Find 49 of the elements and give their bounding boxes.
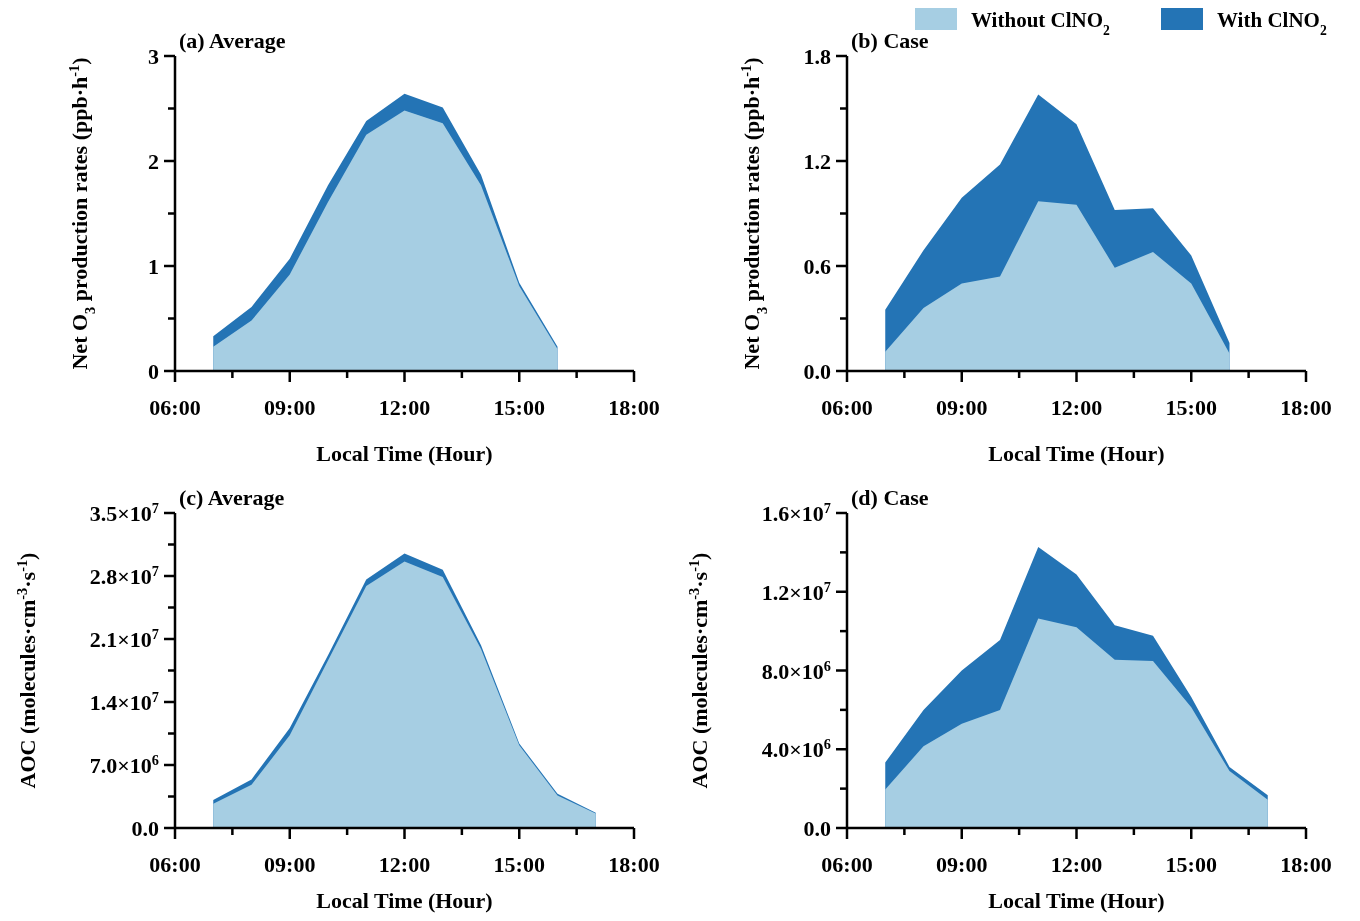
y-tick-label: 4.0×10$^{6}$ — [761, 736, 831, 763]
y-tick-label: 1.2 — [803, 149, 831, 174]
y-tick-label: 3 — [148, 44, 159, 69]
x-tick-label: 15:00 — [493, 852, 545, 877]
y-tick-label: 0.6 — [803, 254, 831, 279]
x-tick-label: 06:00 — [821, 395, 873, 420]
chart-title: (b) Case — [851, 28, 929, 53]
chart-title: (c) Average — [179, 485, 285, 510]
legend-label: Without ClNO$_{2}$ — [971, 8, 1111, 38]
y-tick-label: 1.6×10$^{7}$ — [761, 500, 831, 526]
x-axis-title: Local Time (Hour) — [316, 441, 493, 466]
x-tick-label: 18:00 — [1280, 395, 1332, 420]
x-tick-label: 18:00 — [1280, 852, 1332, 877]
x-tick-label: 06:00 — [149, 852, 201, 877]
y-tick-label: 3.5×10$^{7}$ — [89, 500, 159, 526]
y-tick-label: 1 — [148, 254, 159, 279]
x-axis-title: Local Time (Hour) — [988, 888, 1165, 913]
x-tick-label: 12:00 — [1050, 395, 1103, 420]
x-tick-label: 12:00 — [378, 852, 431, 877]
x-tick-label: 09:00 — [936, 395, 988, 420]
x-tick-label: 15:00 — [1165, 395, 1217, 420]
x-tick-label: 09:00 — [264, 395, 316, 420]
legend-label: With ClNO$_{2}$ — [1217, 8, 1327, 38]
x-tick-label: 06:00 — [821, 852, 873, 877]
y-tick-label: 0.0 — [803, 816, 831, 841]
y-tick-label: 2 — [148, 149, 159, 174]
y-tick-label: 0.0 — [803, 359, 831, 384]
x-tick-label: 09:00 — [936, 852, 988, 877]
x-axis-title: Local Time (Hour) — [316, 888, 493, 913]
x-tick-label: 18:00 — [608, 395, 660, 420]
x-tick-label: 15:00 — [1165, 852, 1217, 877]
x-tick-label: 18:00 — [608, 852, 660, 877]
chart-title: (a) Average — [179, 28, 286, 53]
y-tick-label: 2.8×10$^{7}$ — [89, 563, 159, 589]
x-tick-label: 12:00 — [1050, 852, 1103, 877]
y-tick-label: 8.0×10$^{6}$ — [761, 657, 831, 684]
x-tick-label: 06:00 — [149, 395, 201, 420]
x-axis-title: Local Time (Hour) — [988, 441, 1165, 466]
x-tick-label: 12:00 — [378, 395, 431, 420]
y-tick-label: 1.4×10$^{7}$ — [89, 689, 159, 715]
y-tick-label: 7.0×10$^{6}$ — [89, 752, 159, 778]
y-tick-label: 0.0 — [131, 816, 159, 841]
y-tick-label: 1.8 — [803, 44, 831, 69]
y-tick-label: 1.2×10$^{7}$ — [761, 578, 831, 605]
x-tick-label: 09:00 — [264, 852, 316, 877]
y-tick-label: 0 — [148, 359, 159, 384]
chart-title: (d) Case — [851, 485, 929, 510]
y-tick-label: 2.1×10$^{7}$ — [89, 626, 159, 652]
x-tick-label: 15:00 — [493, 395, 545, 420]
